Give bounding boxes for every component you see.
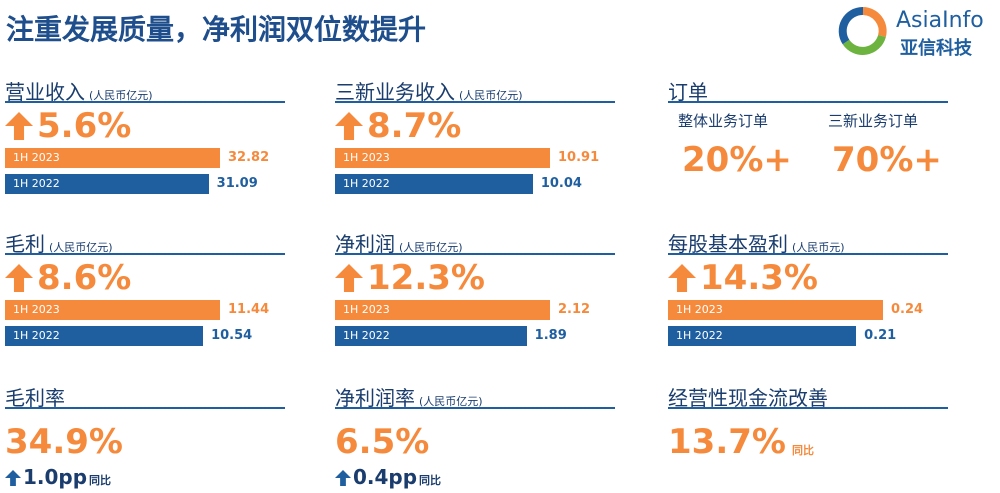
bar-value: 11.44 (228, 302, 270, 317)
bar: 1H 2022 (335, 174, 533, 194)
panel-rule (5, 407, 285, 409)
big-value: 13.7% (668, 422, 786, 462)
bar-value: 0.24 (891, 302, 924, 317)
bar-label: 1H 2023 (13, 151, 60, 164)
unit: (人民币亿元) (459, 89, 523, 102)
page-title: 注重发展质量，净利润双位数提升 (6, 13, 427, 46)
growth-value: 8.7% (367, 106, 462, 146)
growth-value: 14.3% (700, 258, 818, 298)
panel-title: 每股基本盈利 (人民币元) (668, 232, 845, 256)
growth-value: 5.6% (37, 106, 132, 146)
unit: (人民币亿元) (399, 241, 463, 254)
bar-label: 1H 2022 (13, 177, 60, 190)
up-arrow (5, 112, 33, 140)
panel-title: 三新业务收入 (人民币亿元) (335, 80, 523, 104)
bar-label: 1H 2022 (676, 329, 723, 342)
unit: (人民币元) (792, 241, 845, 254)
bar-label: 1H 2023 (676, 303, 723, 316)
bar-value: 1.89 (534, 328, 567, 343)
up-arrow (668, 264, 696, 292)
up-arrow (335, 112, 363, 140)
panel-title: 净利润率 (人民币亿元) (335, 386, 483, 410)
up-arrow (5, 264, 33, 292)
bar: 1H 2022 (5, 174, 209, 194)
panel-rule (335, 101, 615, 103)
bar-value: 10.04 (540, 176, 582, 191)
panel-rule (5, 253, 285, 255)
panel-rule (668, 407, 948, 409)
panel-title: 净利润 (人民币亿元) (335, 232, 463, 256)
growth-value: 12.3% (367, 258, 485, 298)
unit: (人民币亿元) (49, 241, 113, 254)
up-arrow (335, 264, 363, 292)
logo-text: AsiaInfo (896, 8, 984, 33)
bar-value: 10.91 (558, 150, 600, 165)
big-value: 34.9% (5, 422, 123, 462)
unit: (人民币亿元) (419, 395, 483, 408)
logo-sub: 亚信科技 (900, 38, 972, 59)
growth-value: 8.6% (37, 258, 132, 298)
bar-label: 1H 2022 (13, 329, 60, 342)
order-value: 70%+ (832, 140, 942, 180)
bar-label: 1H 2022 (343, 177, 390, 190)
bar: 1H 2022 (5, 326, 204, 346)
bar-value: 10.54 (211, 328, 253, 343)
order-value: 20%+ (682, 140, 792, 180)
bar-label: 1H 2023 (343, 303, 390, 316)
panel-title: 经营性现金流改善 (668, 386, 828, 410)
panel-rule (668, 253, 948, 255)
panel-rule (335, 407, 615, 409)
order-label: 整体业务订单 (678, 112, 769, 130)
bar: 1H 2023 (5, 148, 220, 168)
big-value: 6.5% (335, 422, 430, 462)
panel-title: 订单 (668, 80, 708, 104)
note: 同比 (89, 474, 111, 487)
panel-rule (668, 101, 948, 103)
change-value: 0.4pp (353, 465, 418, 489)
bar: 1H 2023 (5, 300, 220, 320)
unit: (人民币亿元) (89, 89, 153, 102)
up-arrow (335, 470, 351, 486)
logo-mark (838, 6, 887, 55)
panel-rule (335, 253, 615, 255)
bar-value: 0.21 (864, 328, 897, 343)
bar-value: 31.09 (216, 176, 258, 191)
bar-label: 1H 2023 (343, 151, 390, 164)
bar: 1H 2022 (668, 326, 857, 346)
bar: 1H 2023 (668, 300, 883, 320)
bar: 1H 2023 (335, 148, 550, 168)
panel-title: 毛利 (人民币亿元) (5, 232, 113, 256)
bar-label: 1H 2023 (13, 303, 60, 316)
order-label: 三新业务订单 (828, 112, 919, 130)
panel-title: 营业收入 (人民币亿元) (5, 80, 153, 104)
note: 同比 (792, 444, 814, 457)
panel-title: 毛利率 (5, 386, 65, 410)
up-arrow (5, 470, 21, 486)
bar-label: 1H 2022 (343, 329, 390, 342)
panel-rule (5, 101, 285, 103)
bar: 1H 2022 (335, 326, 527, 346)
bar-value: 2.12 (558, 302, 591, 317)
bar-value: 32.82 (228, 150, 270, 165)
note: 同比 (419, 474, 441, 487)
bar: 1H 2023 (335, 300, 550, 320)
change-value: 1.0pp (23, 465, 88, 489)
